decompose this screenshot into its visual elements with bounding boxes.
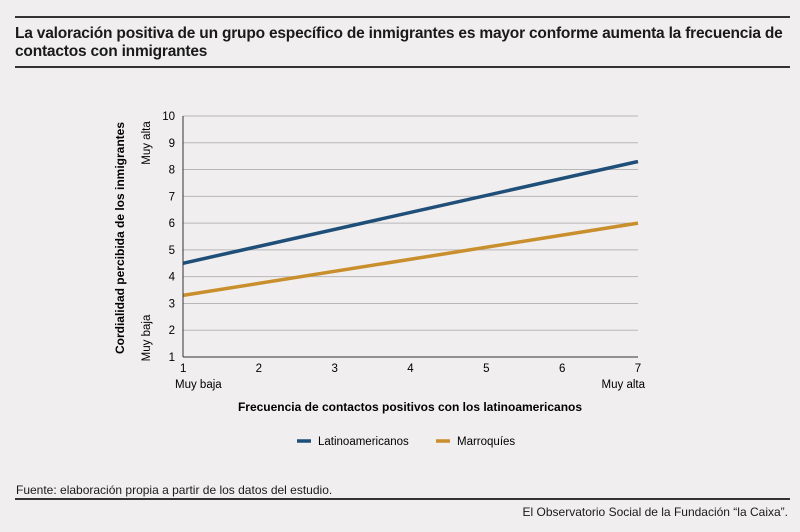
x-tick-label: 6 bbox=[559, 363, 565, 375]
legend: Latinoamericanos Marroquíes bbox=[297, 436, 515, 448]
x-axis-label: Frecuencia de contactos positivos con lo… bbox=[238, 400, 582, 414]
x-tick-label: 3 bbox=[331, 363, 337, 375]
source-note: Fuente: elaboración propia a partir de l… bbox=[16, 483, 333, 497]
x-min-label: Muy baja bbox=[175, 379, 222, 391]
y-max-label: Muy alta bbox=[141, 121, 153, 165]
y-tick-label: 3 bbox=[169, 298, 175, 310]
x-tick-label: 1 bbox=[180, 363, 186, 375]
series-line-marroquies bbox=[182, 221, 639, 298]
title-rule bbox=[15, 66, 790, 68]
top-rule bbox=[15, 16, 790, 18]
chart-title: La valoración positiva de un grupo espec… bbox=[15, 25, 783, 60]
x-tick-labels: 1 2 3 4 5 6 7 bbox=[180, 363, 641, 375]
y-min-label: Muy baja bbox=[141, 314, 153, 361]
y-tick-label: 7 bbox=[169, 191, 175, 203]
grid-lines bbox=[183, 115, 638, 331]
y-tick-label: 9 bbox=[169, 138, 175, 150]
y-axis-label: Cordialidad percibida de los inmigrantes bbox=[113, 122, 127, 354]
x-max-label: Muy alta bbox=[602, 379, 646, 391]
credit-line: El Observatorio Social de la Fundación “… bbox=[522, 505, 788, 519]
y-tick-label: 2 bbox=[169, 325, 175, 337]
footer-rule bbox=[15, 498, 790, 500]
x-tick-label: 4 bbox=[407, 363, 414, 375]
y-tick-labels: 1 2 3 4 5 6 7 8 9 10 bbox=[162, 111, 175, 364]
x-tick-label: 5 bbox=[483, 363, 489, 375]
y-tick-label: 6 bbox=[169, 218, 175, 230]
x-tick-label: 2 bbox=[256, 363, 262, 375]
y-tick-label: 10 bbox=[162, 111, 175, 123]
y-tick-label: 1 bbox=[169, 352, 175, 364]
series-lines bbox=[182, 159, 639, 298]
x-tick-label: 7 bbox=[635, 363, 641, 375]
y-tick-label: 5 bbox=[169, 245, 175, 257]
legend-label: Marroquíes bbox=[457, 436, 515, 448]
series-line-latinoamericanos bbox=[182, 159, 639, 265]
y-tick-label: 4 bbox=[169, 272, 176, 284]
y-tick-label: 8 bbox=[169, 165, 175, 177]
legend-label: Latinoamericanos bbox=[318, 436, 409, 448]
